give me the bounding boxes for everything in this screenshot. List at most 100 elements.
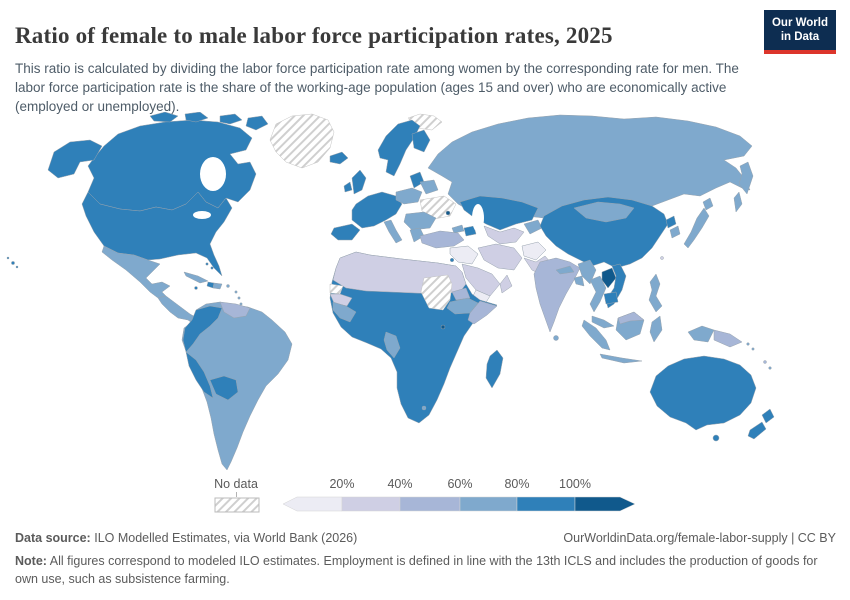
note-text: All figures correspond to modeled ILO es… [15,554,818,587]
region-philippines[interactable] [648,273,663,313]
region-sulawesi[interactable] [649,315,663,343]
region-syria-iraq[interactable] [449,245,479,265]
region-sakhalin[interactable] [733,191,743,213]
region-bolivia[interactable] [209,375,239,401]
great-lakes [193,211,211,219]
region-romania-bulgaria[interactable] [403,211,437,231]
region-somalia[interactable] [467,300,498,325]
region-madagascar[interactable] [485,349,504,389]
region-cuba[interactable] [183,271,209,284]
region-hawaii-2[interactable] [11,261,15,265]
region-myanmar[interactable] [577,259,597,285]
legend-seg-60-80[interactable] [459,496,518,512]
region-georgia[interactable] [451,224,465,234]
region-sumatra[interactable] [581,319,611,351]
region-antilles-1[interactable] [234,290,238,294]
owid-link[interactable]: OurWorldinData.org/female-labor-supply |… [563,531,836,545]
region-israel[interactable] [449,257,455,263]
region-italy[interactable] [383,219,403,244]
region-azerbaijan[interactable] [463,225,477,237]
region-hawaii-1[interactable] [6,256,10,260]
region-lesotho[interactable] [421,405,427,411]
region-laos[interactable] [601,267,617,289]
region-poland[interactable] [395,187,423,205]
region-taiwan[interactable] [660,256,664,260]
region-turkey[interactable] [419,230,465,249]
region-greenland[interactable] [269,113,335,169]
region-nz-north[interactable] [761,408,775,424]
region-antilles-3[interactable] [239,302,243,306]
region-mongolia[interactable] [573,201,635,223]
region-arctic-island-4[interactable] [245,115,269,131]
region-north-korea[interactable] [665,215,677,229]
region-papua-new-guinea[interactable] [713,329,743,348]
region-malaysia[interactable] [591,315,615,329]
region-solomon-2[interactable] [751,347,755,351]
region-bahamas-1[interactable] [205,262,209,266]
region-hawaii-3[interactable] [15,265,19,269]
region-burundi[interactable] [440,324,446,330]
region-arctic-island-2[interactable] [184,111,209,123]
region-afghanistan[interactable] [521,241,547,261]
region-canada[interactable] [87,119,257,212]
owid-logo[interactable]: Our World in Data [763,10,836,55]
region-tasmania[interactable] [712,434,720,442]
region-gabon-congo[interactable] [383,331,401,359]
region-saudi-arabia[interactable] [461,263,501,297]
region-bangladesh[interactable] [573,275,585,287]
region-new-caledonia[interactable] [768,366,772,370]
region-kamchatka[interactable] [738,161,754,195]
region-java[interactable] [599,353,643,364]
region-france-germany[interactable] [351,191,403,229]
legend-seg-20-40[interactable] [341,496,401,512]
region-nz-south[interactable] [747,421,767,440]
region-japan-hokkaido[interactable] [702,197,714,211]
region-solomon-1[interactable] [746,342,750,346]
region-kyrgyzstan-tajikistan[interactable] [523,219,543,235]
region-dominican-republic[interactable] [212,282,223,290]
region-colombia-ecuador[interactable] [182,305,223,353]
region-moldova[interactable] [445,210,451,216]
region-arctic-island-3[interactable] [219,113,243,125]
region-bahamas-2[interactable] [210,266,214,270]
region-west-africa-coast[interactable] [332,301,357,323]
region-china[interactable] [539,196,669,269]
region-ireland[interactable] [343,181,353,193]
region-oman[interactable] [499,274,513,294]
region-scandinavia[interactable] [377,119,421,177]
region-uzbekistan-turkmenistan[interactable] [483,225,525,245]
region-venezuela[interactable] [219,301,251,319]
region-india[interactable] [533,257,581,333]
chart-footer: Data source: ILO Modelled Estimates, via… [15,531,836,588]
region-alaska[interactable] [47,139,103,179]
region-eritrea-djibouti[interactable] [451,287,471,301]
region-iberia[interactable] [330,223,361,241]
legend-seg-over-100[interactable] [574,496,636,512]
region-malaysian-borneo[interactable] [617,311,645,325]
region-fiji[interactable] [763,360,767,364]
region-japan-honshu[interactable] [683,207,710,249]
region-iran[interactable] [477,243,523,271]
legend-seg-40-60[interactable] [399,496,461,512]
region-arctic-island-1[interactable] [149,111,179,123]
legend-no-data-swatch[interactable] [214,497,260,518]
region-puerto-rico[interactable] [226,284,230,288]
region-mexico[interactable] [101,245,171,299]
region-nepal[interactable] [555,265,575,275]
region-iceland[interactable] [329,151,349,165]
legend-seg-0-20[interactable] [282,496,343,512]
region-thailand[interactable] [589,275,607,313]
region-jamaica[interactable] [194,286,198,290]
region-belarus[interactable] [419,179,439,195]
region-finland[interactable] [411,129,431,153]
region-antilles-2[interactable] [237,296,241,300]
region-peru[interactable] [185,351,214,399]
region-uk[interactable] [351,169,367,195]
region-sri-lanka[interactable] [553,335,559,341]
region-sudan[interactable] [420,274,453,311]
region-cambodia[interactable] [603,291,619,305]
legend-seg-80-100[interactable] [516,496,576,512]
region-south-korea[interactable] [669,225,681,239]
region-indonesian-papua[interactable] [687,325,715,343]
region-australia[interactable] [649,355,757,431]
